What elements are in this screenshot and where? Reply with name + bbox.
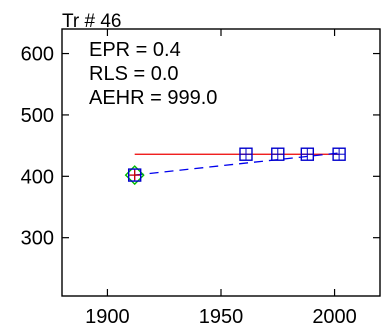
chart-title: Tr # 46 — [62, 11, 122, 32]
y-tick-label: 300 — [21, 228, 54, 250]
axis-ticks: 1900 1950 2000 300 400 500 600 — [21, 29, 380, 328]
x-tick-label: 1900 — [85, 306, 130, 328]
x-tick-label: 2000 — [312, 306, 357, 328]
y-tick-label: 600 — [21, 44, 54, 66]
annotation-aehr: AEHR = 999.0 — [89, 87, 217, 109]
y-tick-label: 400 — [21, 166, 54, 188]
x-tick-label: 1950 — [199, 306, 244, 328]
annotation-epr: EPR = 0.4 — [89, 39, 181, 61]
trend-line — [134, 152, 340, 176]
annotation-rls: RLS = 0.0 — [89, 63, 179, 85]
y-tick-label: 500 — [21, 105, 54, 127]
chart-marks — [124, 147, 346, 186]
